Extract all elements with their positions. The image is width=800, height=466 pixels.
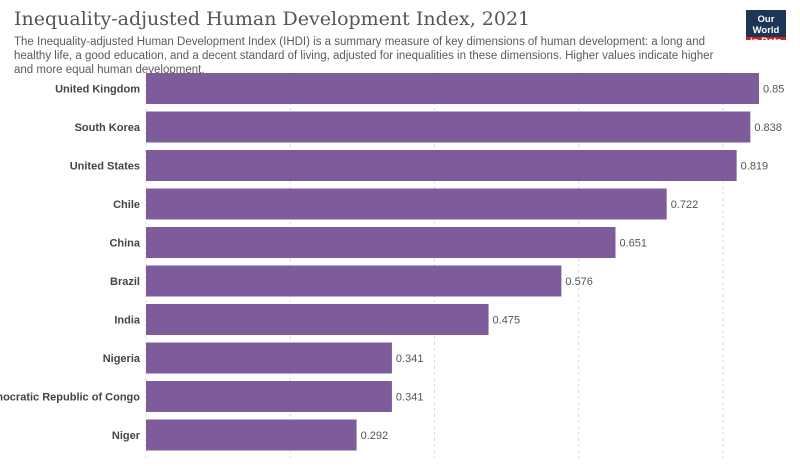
bar-9[interactable] xyxy=(146,419,357,451)
value-label-4: 0.651 xyxy=(619,238,647,250)
category-label-7: Nigeria xyxy=(103,353,141,365)
bar-6[interactable] xyxy=(146,304,489,335)
bar-8[interactable] xyxy=(146,381,392,412)
value-label-5: 0.576 xyxy=(565,276,593,288)
value-label-9: 0.292 xyxy=(361,430,389,442)
bar-1[interactable] xyxy=(146,111,751,143)
logo-line-2: in Data xyxy=(750,36,782,47)
value-label-2: 0.819 xyxy=(741,161,769,173)
bars: United Kingdom 0.85 South Korea 0.838 United… xyxy=(0,73,784,451)
value-label-3: 0.722 xyxy=(671,199,699,211)
category-label-3: Chile xyxy=(113,199,140,211)
category-label-4: China xyxy=(109,238,140,250)
category-label-9: Niger xyxy=(112,430,141,442)
logo-line-1: Our World xyxy=(752,14,780,36)
value-label-6: 0.475 xyxy=(493,315,521,327)
category-label-8: Democratic Republic of Congo xyxy=(0,392,140,404)
grid-lines xyxy=(145,72,724,458)
category-label-5: Brazil xyxy=(110,276,140,288)
bar-3[interactable] xyxy=(146,188,667,220)
bar-5[interactable] xyxy=(146,265,562,297)
bar-0[interactable] xyxy=(146,73,759,104)
chart-title: Inequality-adjusted Human Development In… xyxy=(14,8,531,30)
value-label-1: 0.838 xyxy=(754,122,782,134)
bar-7[interactable] xyxy=(146,342,392,374)
category-label-1: South Korea xyxy=(75,122,141,134)
category-label-2: United States xyxy=(70,161,140,173)
chart-subtitle: The Inequality-adjusted Human Developmen… xyxy=(14,36,714,76)
bar-2[interactable] xyxy=(146,150,737,181)
category-label-0: United Kingdom xyxy=(55,84,140,96)
category-label-6: India xyxy=(114,315,141,327)
value-label-8: 0.341 xyxy=(396,392,424,404)
owid-logo[interactable]: Our World in Data xyxy=(746,10,786,47)
bar-4[interactable] xyxy=(146,227,616,258)
value-label-7: 0.341 xyxy=(396,353,424,365)
value-label-0: 0.85 xyxy=(763,84,784,96)
